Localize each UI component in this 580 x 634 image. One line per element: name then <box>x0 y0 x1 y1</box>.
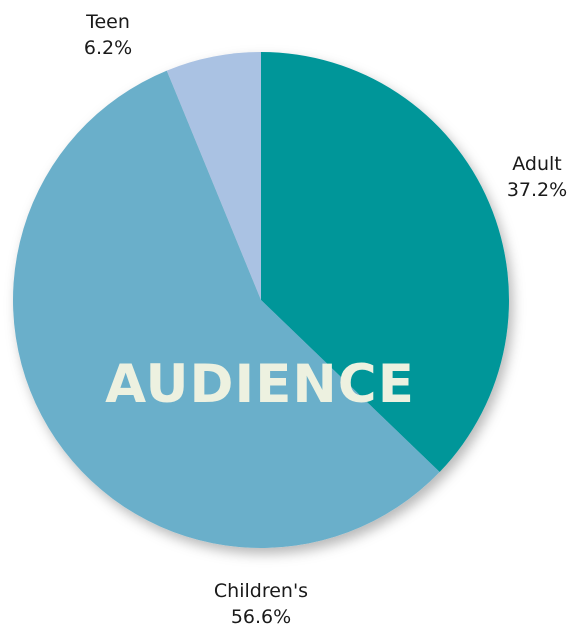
slice-value-label: 6.2% <box>84 37 132 59</box>
slice-category-label: Children's <box>214 580 308 602</box>
slice-labels: Adult 37.2% Children's 56.6% Teen 6.2% <box>84 11 567 628</box>
slice-category-label: Adult <box>512 153 562 175</box>
slice-category-label: Teen <box>85 11 130 33</box>
chart-title: AUDIENCE <box>105 354 415 415</box>
pie-slice-children-s <box>12 70 440 548</box>
pie-slices <box>12 52 509 548</box>
pie-slice-adult <box>261 52 509 473</box>
pie-slice-teen <box>166 52 261 300</box>
slice-value-label: 56.6% <box>231 606 291 628</box>
slice-value-label: 37.2% <box>507 179 567 201</box>
slice-label-children-s: Children's 56.6% <box>214 580 308 628</box>
slice-label-adult: Adult 37.2% <box>507 153 567 201</box>
slice-label-teen: Teen 6.2% <box>84 11 132 59</box>
